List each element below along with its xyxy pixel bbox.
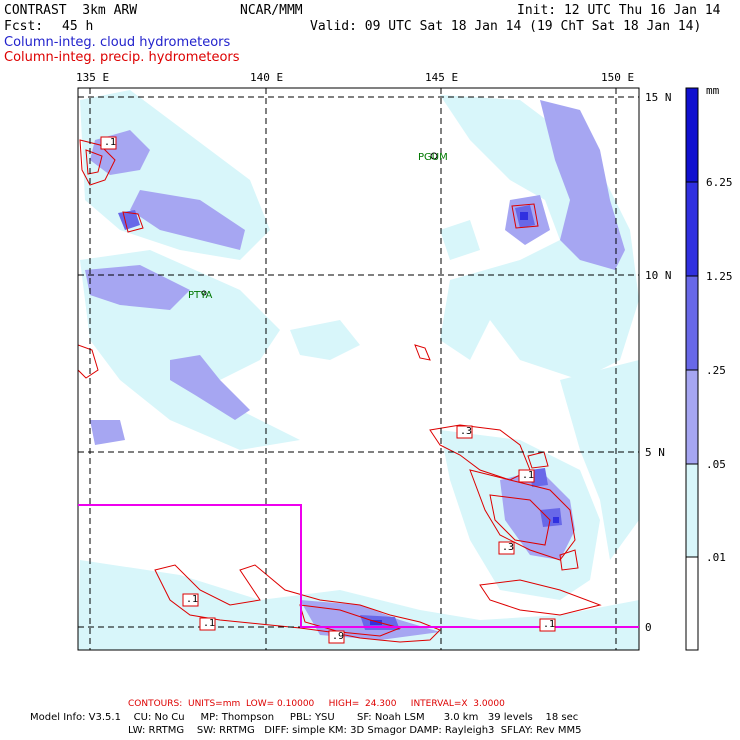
legend-unit: mm <box>706 84 720 97</box>
contour-label: .3 <box>502 542 515 553</box>
legend-swatch <box>685 556 699 651</box>
model-info: Model Info: V3.5.1 CU: No Cu MP: Thompso… <box>30 712 579 723</box>
field-cloud-label: Column-integ. cloud hydrometeors <box>4 35 231 50</box>
station-label-pgum: PGUM <box>418 152 448 163</box>
station-marker <box>201 290 207 296</box>
legend-swatch <box>685 369 699 465</box>
contour-label-box <box>518 469 535 483</box>
organization-label: NCAR/MMM <box>240 3 303 18</box>
legend-swatch <box>685 87 699 183</box>
lon-label-145: 145 E <box>425 71 459 84</box>
contour-label-box <box>456 425 473 439</box>
contour-label-box <box>199 617 216 631</box>
lat-label-eq: 0 <box>645 621 652 634</box>
station-label-ptya: PTYA <box>188 290 213 301</box>
legend-level: 6.25 <box>706 176 733 189</box>
contour-info: CONTOURS: UNITS=mm LOW= 0.10000 HIGH= 24… <box>128 699 505 709</box>
legend-level: .05 <box>706 458 726 471</box>
forecast-hour: 45 h <box>62 19 94 34</box>
physics-info: LW: RRTMG SW: RRTMG DIFF: simple KM: 3D … <box>128 725 582 736</box>
contour-label: .1 <box>522 470 535 481</box>
init-time: Init: 12 UTC Thu 16 Jan 14 <box>517 3 721 18</box>
field-precip-label: Column-integ. precip. hydrometeors <box>4 50 240 65</box>
contour-label: .1 <box>104 137 117 148</box>
contour-label-box <box>328 630 345 644</box>
lon-label-135: 135 E <box>76 71 110 84</box>
contour-label-box <box>100 136 117 150</box>
contour-label: .9 <box>332 631 345 642</box>
lat-label-10n: 10 N <box>645 269 672 282</box>
lat-label-5n: 5 N <box>645 446 665 459</box>
station-marker <box>430 152 438 160</box>
lat-label-15n: 15 N <box>645 91 672 104</box>
contour-label-box <box>182 593 199 607</box>
contour-label: .1 <box>543 619 556 630</box>
legend-level: .25 <box>706 364 726 377</box>
cloud-shading-layer <box>78 90 639 650</box>
subdomain-outline <box>78 504 639 628</box>
lon-label-140: 140 E <box>250 71 284 84</box>
map-frame <box>77 87 640 651</box>
legend-level: 1.25 <box>706 270 733 283</box>
valid-time: Valid: 09 UTC Sat 18 Jan 14 (19 ChT Sat … <box>310 19 702 34</box>
legend-swatch <box>685 275 699 371</box>
legend-level: .01 <box>706 551 726 564</box>
legend-colorbar <box>685 87 699 651</box>
graticule <box>78 88 639 650</box>
contour-label-box <box>539 618 556 632</box>
legend-swatch <box>685 463 699 558</box>
contour-label: .1 <box>186 594 199 605</box>
forecast-label: Fcst: <box>4 19 44 34</box>
lon-label-150: 150 E <box>601 71 635 84</box>
model-title: CONTRAST 3km ARW <box>4 3 138 18</box>
contour-label: .1 <box>203 618 216 629</box>
contour-label-box <box>498 541 515 555</box>
legend-swatch <box>685 181 699 277</box>
contour-label-boxes <box>100 136 556 644</box>
contour-label: .3 <box>460 426 473 437</box>
